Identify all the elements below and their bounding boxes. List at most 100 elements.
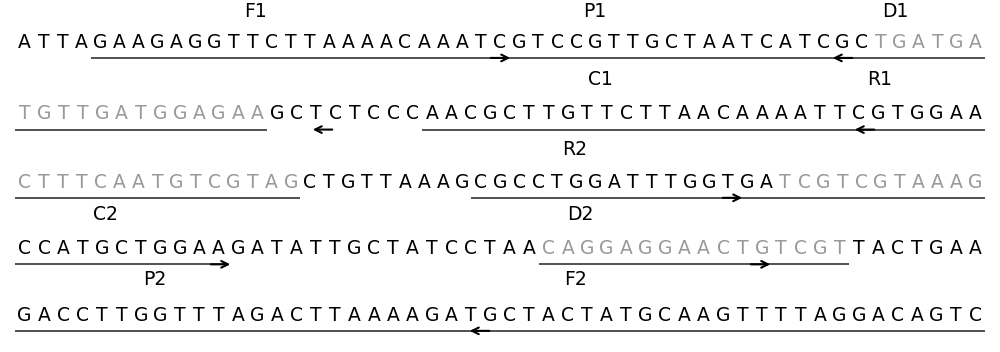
- Text: G: G: [153, 306, 168, 325]
- Text: C: C: [57, 306, 70, 325]
- Text: A: A: [406, 306, 419, 325]
- Text: T: T: [387, 239, 399, 258]
- Text: C: C: [18, 173, 31, 192]
- Text: G: G: [153, 105, 168, 124]
- Text: G: G: [638, 239, 653, 258]
- Text: G: G: [638, 306, 653, 325]
- Text: G: G: [207, 33, 222, 52]
- Text: C: C: [265, 33, 278, 52]
- Text: A: A: [755, 105, 768, 124]
- Text: T: T: [310, 105, 322, 124]
- Text: C: C: [38, 239, 51, 258]
- Text: T: T: [640, 105, 651, 124]
- Text: T: T: [152, 173, 163, 192]
- Text: T: T: [57, 173, 68, 192]
- Text: C: C: [290, 105, 303, 124]
- Text: G: G: [95, 239, 110, 258]
- Text: G: G: [873, 173, 888, 192]
- Text: C: C: [717, 239, 730, 258]
- Text: T: T: [190, 173, 201, 192]
- Text: T: T: [722, 173, 734, 192]
- Text: T: T: [77, 105, 89, 124]
- Text: C: C: [76, 306, 89, 325]
- Text: P2: P2: [143, 270, 167, 289]
- Text: G: G: [755, 239, 769, 258]
- Text: A: A: [872, 306, 885, 325]
- Text: G: G: [17, 306, 32, 325]
- Text: A: A: [132, 173, 145, 192]
- Text: A: A: [406, 239, 419, 258]
- Text: A: A: [620, 239, 633, 258]
- Text: A: A: [193, 105, 206, 124]
- Text: A: A: [132, 33, 145, 52]
- Text: G: G: [561, 105, 575, 124]
- Text: T: T: [756, 306, 768, 325]
- Text: G: G: [250, 306, 265, 325]
- Text: T: T: [837, 173, 848, 192]
- Text: G: G: [892, 33, 907, 52]
- Text: A: A: [18, 33, 31, 52]
- Text: C: C: [464, 105, 477, 124]
- Text: G: G: [211, 105, 226, 124]
- Text: C: C: [551, 33, 564, 52]
- Text: A: A: [950, 173, 963, 192]
- Text: A: A: [75, 33, 88, 52]
- Text: G: G: [173, 239, 187, 258]
- Text: T: T: [57, 33, 68, 52]
- Text: C1: C1: [588, 70, 612, 89]
- Text: T: T: [834, 239, 845, 258]
- Text: G: G: [968, 173, 983, 192]
- Text: A: A: [251, 105, 264, 124]
- Text: T: T: [38, 33, 49, 52]
- Text: C: C: [387, 105, 400, 124]
- Text: C: C: [817, 33, 830, 52]
- Text: C: C: [503, 105, 516, 124]
- Text: T: T: [465, 306, 477, 325]
- Text: T: T: [349, 105, 360, 124]
- Text: D2: D2: [567, 205, 593, 224]
- Text: C: C: [18, 239, 31, 258]
- Text: C: C: [398, 33, 411, 52]
- Text: T: T: [19, 105, 31, 124]
- Text: T: T: [627, 33, 639, 52]
- Text: C: C: [494, 33, 507, 52]
- Text: G: G: [493, 173, 507, 192]
- Text: G: G: [134, 306, 148, 325]
- Text: G: G: [483, 105, 498, 124]
- Text: G: G: [832, 306, 847, 325]
- Text: G: G: [231, 239, 245, 258]
- Text: T: T: [475, 33, 487, 52]
- Text: A: A: [456, 33, 468, 52]
- Text: A: A: [697, 239, 710, 258]
- Text: A: A: [911, 306, 924, 325]
- Text: A: A: [367, 306, 380, 325]
- Text: C: C: [760, 33, 773, 52]
- Text: A: A: [678, 239, 691, 258]
- Text: C: C: [208, 173, 221, 192]
- Text: G: G: [226, 173, 241, 192]
- Text: T: T: [380, 173, 392, 192]
- Text: G: G: [740, 173, 755, 192]
- Text: A: A: [703, 33, 716, 52]
- Text: A: A: [949, 105, 962, 124]
- Text: T: T: [834, 105, 845, 124]
- Text: T: T: [737, 306, 748, 325]
- Text: C: C: [570, 33, 583, 52]
- Text: R2: R2: [562, 140, 588, 159]
- Text: C: C: [658, 306, 671, 325]
- Text: T: T: [484, 239, 496, 258]
- Text: G: G: [910, 105, 924, 124]
- Text: T: T: [620, 306, 632, 325]
- Text: G: G: [580, 239, 595, 258]
- Text: A: A: [523, 239, 536, 258]
- Text: A: A: [232, 306, 245, 325]
- Text: A: A: [949, 239, 962, 258]
- Text: F2: F2: [564, 270, 586, 289]
- Text: A: A: [113, 173, 126, 192]
- Text: T: T: [581, 105, 593, 124]
- Text: T: T: [329, 239, 341, 258]
- Text: A: A: [115, 105, 128, 124]
- Text: G: G: [599, 239, 614, 258]
- Text: G: G: [150, 33, 165, 52]
- Text: A: A: [57, 239, 70, 258]
